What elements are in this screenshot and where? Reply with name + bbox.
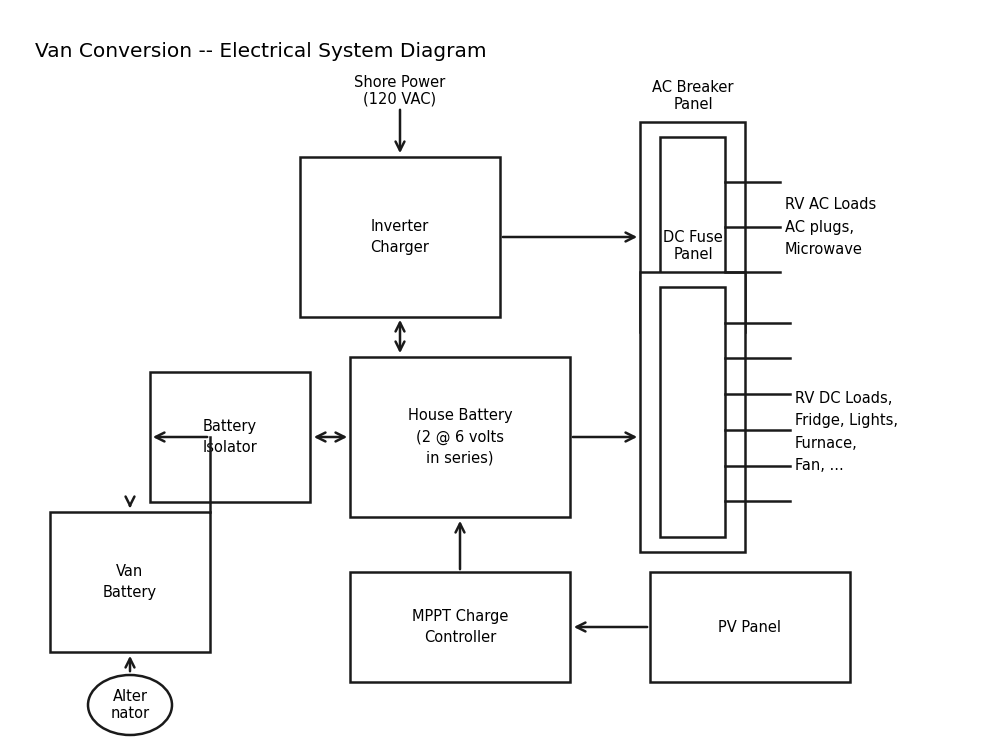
Bar <box>660 287 725 537</box>
Bar <box>640 122 745 332</box>
Text: Battery
Isolator: Battery Isolator <box>203 419 257 455</box>
Bar <box>150 372 310 502</box>
Bar <box>650 572 850 682</box>
Text: Van Conversion -- Electrical System Diagram: Van Conversion -- Electrical System Diag… <box>35 42 487 61</box>
Text: Alter
nator: Alter nator <box>110 689 150 722</box>
Bar <box>350 572 570 682</box>
Text: AC Breaker
Panel: AC Breaker Panel <box>652 80 734 112</box>
Bar <box>660 137 725 317</box>
Text: House Battery
(2 @ 6 volts
in series): House Battery (2 @ 6 volts in series) <box>408 408 512 466</box>
Bar <box>640 272 745 552</box>
Text: RV DC Loads,
Fridge, Lights,
Furnace,
Fan, ...: RV DC Loads, Fridge, Lights, Furnace, Fa… <box>795 391 898 473</box>
Text: Van
Battery: Van Battery <box>103 564 157 600</box>
Text: MPPT Charge
Controller: MPPT Charge Controller <box>412 609 508 645</box>
Bar <box>50 512 210 652</box>
Bar <box>350 357 570 517</box>
Text: DC Fuse
Panel: DC Fuse Panel <box>663 230 723 262</box>
Bar <box>300 157 500 317</box>
Text: RV AC Loads
AC plugs,
Microwave: RV AC Loads AC plugs, Microwave <box>785 198 876 256</box>
Text: Inverter
Charger: Inverter Charger <box>371 219 429 255</box>
Ellipse shape <box>88 675 172 735</box>
Text: Shore Power
(120 VAC): Shore Power (120 VAC) <box>354 74 446 107</box>
Text: PV Panel: PV Panel <box>718 620 782 635</box>
